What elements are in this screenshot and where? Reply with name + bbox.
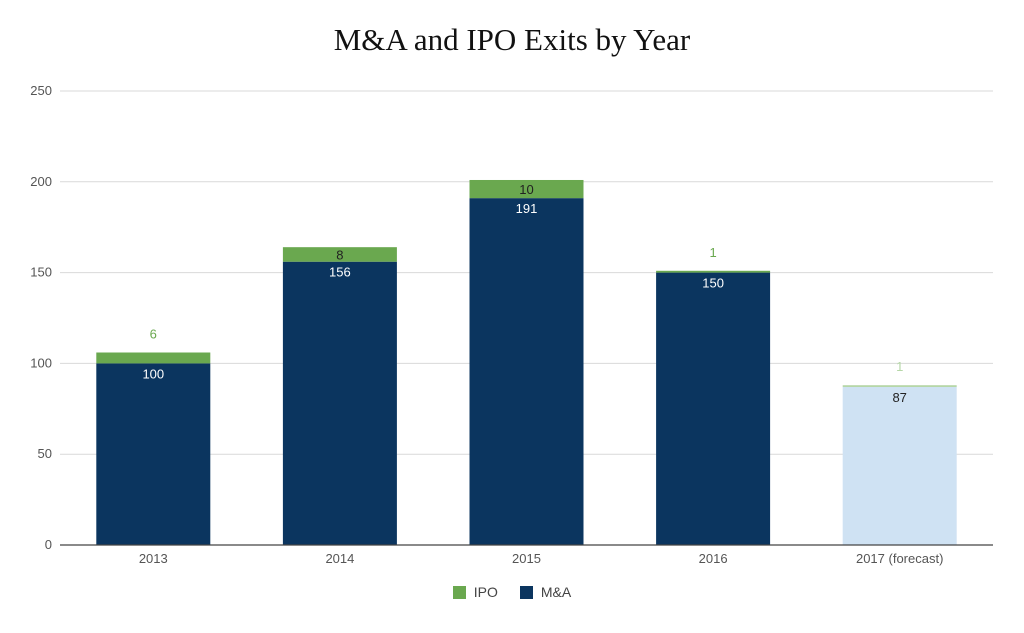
data-label-ipo: 6 <box>150 327 157 342</box>
legend-label-ipo: IPO <box>473 584 498 600</box>
legend-item-ma[interactable]: M&A <box>519 584 572 600</box>
bar-ma <box>656 272 771 545</box>
bar-ipo <box>656 270 771 273</box>
data-label-ipo: 1 <box>709 245 716 260</box>
data-label-ma: 156 <box>329 265 351 280</box>
legend-item-ipo[interactable]: IPO <box>452 584 498 600</box>
legend-label-ma: M&A <box>540 584 572 600</box>
x-tick-label: 2013 <box>139 551 168 566</box>
x-tick-label: 2016 <box>699 551 728 566</box>
data-label-ma: 100 <box>142 366 164 381</box>
legend: IPO M&A <box>0 584 1024 600</box>
bars <box>96 179 957 546</box>
data-label-ma: 191 <box>516 201 538 216</box>
x-tick-label: 2015 <box>512 551 541 566</box>
bar-ma <box>842 387 957 545</box>
bar-ma <box>282 261 397 545</box>
data-label-ipo: 8 <box>336 247 343 262</box>
bar-ipo <box>842 385 957 388</box>
y-tick-label: 50 <box>38 446 52 461</box>
bar-ipo <box>96 352 211 364</box>
bar-ipo <box>469 179 584 199</box>
axes: 0 50 100 150 200 250 2013 2014 2015 2016 2017 (for… <box>30 83 993 566</box>
y-tick-label: 200 <box>30 174 52 189</box>
x-tick-label: 2014 <box>325 551 354 566</box>
y-tick-label: 0 <box>45 537 52 552</box>
y-tick-label: 250 <box>30 83 52 98</box>
data-label-ma: 87 <box>892 390 906 405</box>
bar-ma <box>469 198 584 546</box>
data-label-ipo: 1 <box>896 359 903 374</box>
data-label-ipo: 10 <box>519 182 533 197</box>
y-tick-label: 100 <box>30 355 52 370</box>
legend-swatch-ipo <box>452 585 466 599</box>
data-label-ma: 150 <box>702 276 724 291</box>
data-labels: 100 6 156 8 191 10 150 1 87 1 <box>142 182 906 405</box>
y-tick-label: 150 <box>30 265 52 280</box>
bar-ma <box>96 363 211 545</box>
x-tick-label: 2017 (forecast) <box>856 551 943 566</box>
chart-title: M&A and IPO Exits by Year <box>333 22 691 57</box>
legend-swatch-ma <box>519 585 533 599</box>
bar-ipo <box>282 247 397 262</box>
